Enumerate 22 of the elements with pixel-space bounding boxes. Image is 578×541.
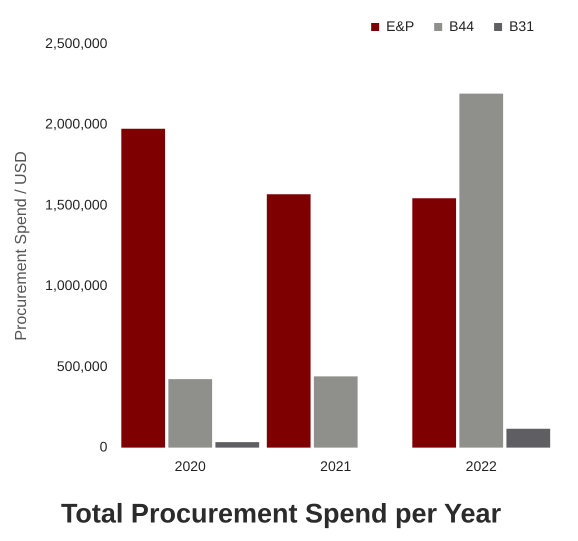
legend-label: B31 xyxy=(509,18,534,34)
bar xyxy=(412,198,456,448)
x-tick-label: 2020 xyxy=(174,458,206,474)
y-tick-label: 1,500,000 xyxy=(45,196,108,212)
bar xyxy=(506,428,550,448)
bar xyxy=(459,94,504,448)
x-tick-label: 2022 xyxy=(466,458,498,474)
bar xyxy=(168,379,212,448)
y-tick-label: 0 xyxy=(100,438,108,455)
text: Total Procurement Spend per Year xyxy=(60,498,502,528)
legend-label: E&P xyxy=(386,18,414,34)
y-tick-label: 500,000 xyxy=(56,358,108,374)
bar xyxy=(266,194,311,448)
bar xyxy=(215,442,260,448)
y-tick-label: 2,000,000 xyxy=(45,116,108,132)
legend-label: B44 xyxy=(449,18,474,34)
y-tick-label: 2,500,000 xyxy=(45,34,108,51)
y-tick-label: 1,000,000 xyxy=(45,277,108,294)
bar xyxy=(121,128,166,448)
y-axis-title: Procurement Spend / USD xyxy=(13,151,30,341)
x-tick-label: 2021 xyxy=(320,458,352,474)
bar xyxy=(314,376,358,448)
